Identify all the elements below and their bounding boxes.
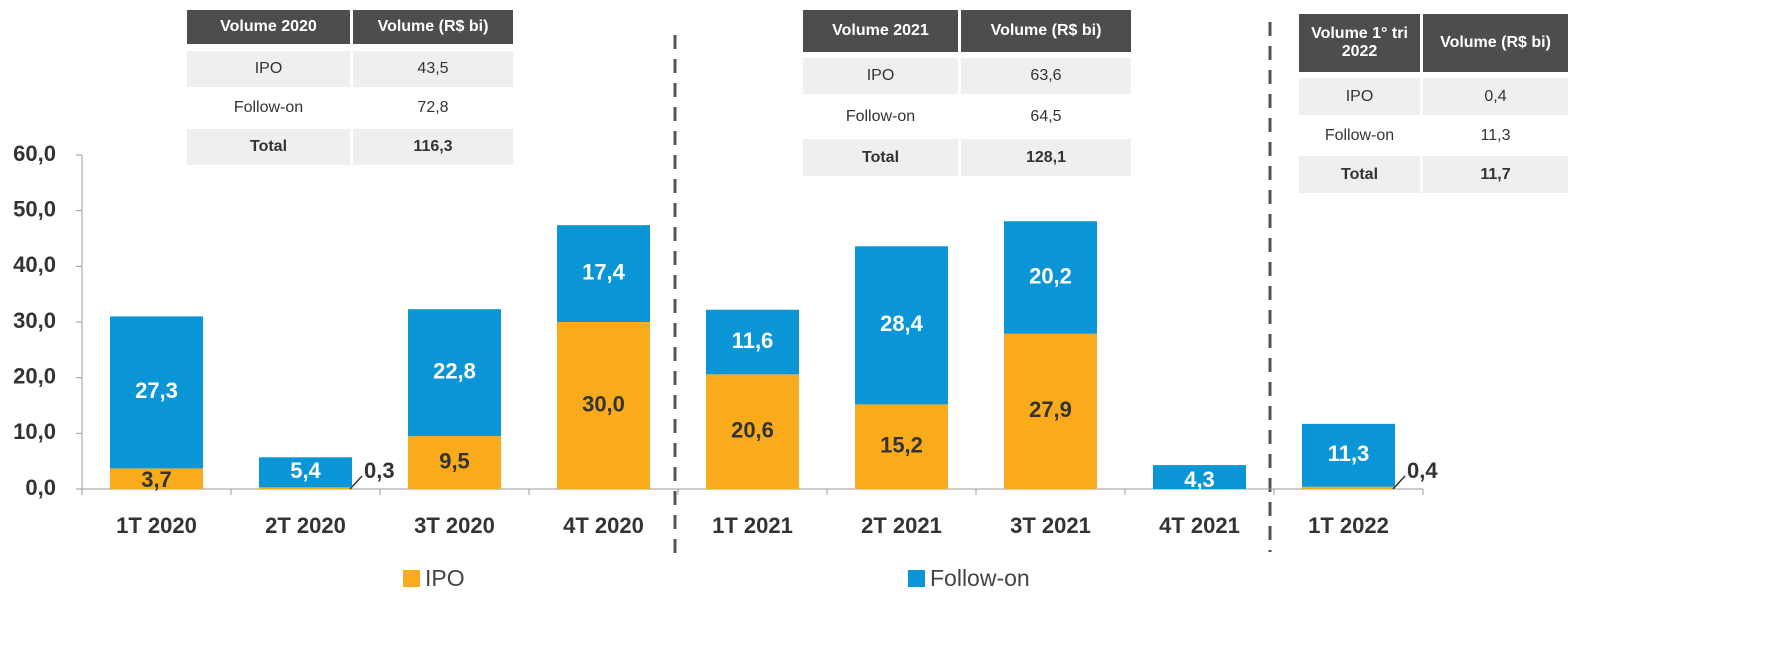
bar-segment [408, 436, 501, 489]
legend-label: Follow-on [930, 565, 1030, 591]
bar-segment [855, 404, 948, 489]
table-cell: IPO [187, 51, 350, 87]
bar-segment [706, 309, 799, 375]
table-header: Volume (R$ bi) [353, 10, 513, 44]
bar-segment [1302, 486, 1395, 489]
data-label: 15,2 [880, 433, 923, 458]
table-cell: 0,4 [1423, 78, 1568, 115]
bar-segment [110, 468, 203, 489]
bar-segment [1302, 423, 1395, 487]
bar-segment [259, 487, 352, 489]
bar-segment [1004, 333, 1097, 489]
y-tick-label: 0,0 [25, 475, 56, 500]
bar-segment [110, 316, 203, 469]
data-label: 27,3 [135, 378, 178, 403]
table-cell: 116,3 [353, 129, 513, 165]
bar-segment [1153, 465, 1246, 489]
y-tick-label: 40,0 [13, 252, 56, 277]
data-label: 0,4 [1407, 458, 1438, 483]
data-label: 11,3 [1328, 441, 1370, 466]
x-tick-label: 3T 2020 [414, 513, 495, 538]
table-cell: 11,7 [1423, 156, 1568, 193]
x-tick-label: 1T 2020 [116, 513, 197, 538]
table-cell: IPO [1299, 78, 1420, 115]
x-tick-label: 2T 2020 [265, 513, 346, 538]
table-cell: Follow-on [187, 89, 350, 127]
data-label: 3,7 [141, 467, 172, 492]
legend-swatch [908, 570, 925, 587]
bar-segment [408, 309, 501, 437]
table-cell: 64,5 [961, 96, 1131, 137]
legend-swatch [403, 570, 420, 587]
bar-segment [706, 374, 799, 489]
table-header: Volume 1° tri 2022 [1299, 14, 1420, 72]
bar-segment [557, 322, 650, 489]
bar-segment [557, 225, 650, 322]
table-cell: 63,6 [961, 58, 1131, 94]
x-tick-label: 1T 2022 [1308, 513, 1389, 538]
y-tick-label: 20,0 [13, 363, 56, 388]
table-cell: 11,3 [1423, 117, 1568, 154]
data-label: 9,5 [439, 448, 470, 473]
legend-label: IPO [425, 565, 465, 591]
x-tick-label: 1T 2021 [712, 513, 793, 538]
table-header: Volume (R$ bi) [1423, 14, 1568, 72]
table-cell: Total [1299, 156, 1420, 193]
y-tick-label: 10,0 [13, 419, 56, 444]
bar-segment [1004, 221, 1097, 334]
x-tick-label: 2T 2021 [861, 513, 942, 538]
data-label: 28,4 [880, 311, 924, 336]
leader-line [1392, 475, 1406, 490]
x-tick-label: 3T 2021 [1010, 513, 1091, 538]
y-tick-label: 30,0 [13, 308, 56, 333]
y-tick-label: 60,0 [13, 141, 56, 166]
y-tick-label: 50,0 [13, 196, 56, 221]
table-cell: 43,5 [353, 51, 513, 87]
data-label: 22,8 [433, 358, 476, 383]
x-tick-label: 4T 2021 [1159, 513, 1240, 538]
data-label: 20,2 [1029, 263, 1072, 288]
table-cell: Total [803, 139, 958, 176]
data-label: 30,0 [582, 391, 625, 416]
table-cell: 72,8 [353, 89, 513, 127]
data-label: 0,3 [364, 458, 395, 483]
table-header: Volume 2021 [803, 10, 958, 52]
bar-segment [855, 246, 948, 405]
data-label: 4,3 [1184, 467, 1215, 492]
table-header: Volume 2020 [187, 10, 350, 44]
table-header: Volume (R$ bi) [961, 10, 1131, 52]
table-cell: Total [187, 129, 350, 165]
x-tick-label: 4T 2020 [563, 513, 644, 538]
table-cell: Follow-on [803, 96, 958, 137]
data-label: 27,9 [1029, 397, 1072, 422]
table-cell: Follow-on [1299, 117, 1420, 154]
data-label: 20,6 [731, 417, 774, 442]
data-label: 17,4 [582, 259, 626, 284]
bar-segment [259, 457, 352, 488]
data-label: 5,4 [290, 458, 321, 483]
table-cell: 128,1 [961, 139, 1131, 176]
table-cell: IPO [803, 58, 958, 94]
data-label: 11,6 [732, 328, 774, 353]
